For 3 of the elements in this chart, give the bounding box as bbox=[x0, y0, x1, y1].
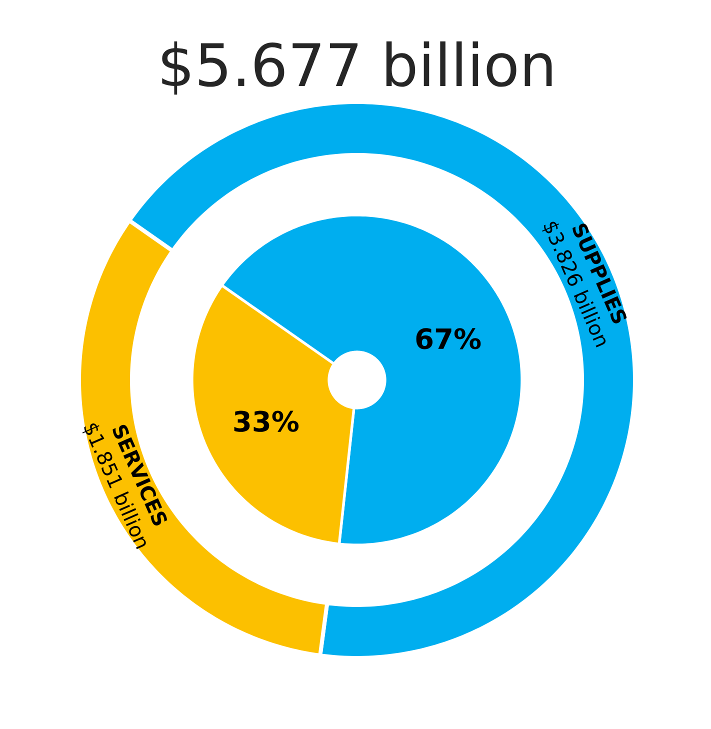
data-label: 67% bbox=[416, 328, 481, 350]
chart-title: $5.677 billion bbox=[162, 41, 552, 95]
data-label: 33% bbox=[234, 410, 299, 432]
